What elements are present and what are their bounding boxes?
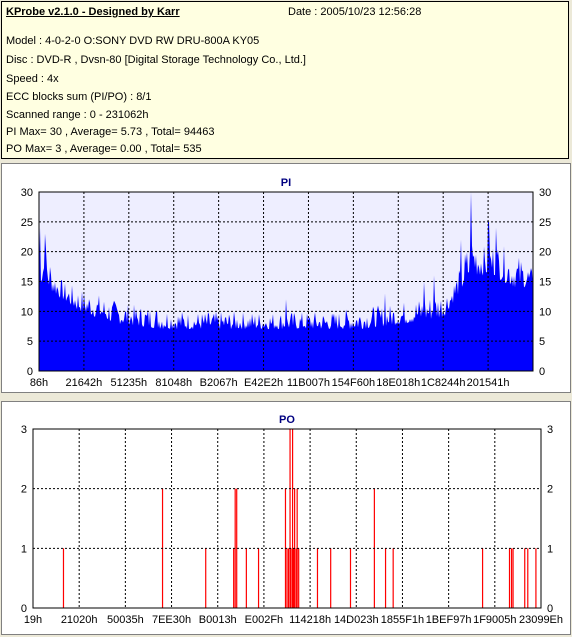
x-tick-label: 1BEF97h	[426, 614, 472, 626]
x-tick-label: 154F60h	[332, 377, 375, 389]
y-tick-label-left: 20	[21, 247, 33, 259]
x-tick-label: 86h	[30, 377, 48, 389]
pi-series-area	[39, 192, 533, 371]
y-tick-label-left: 30	[21, 187, 33, 199]
chart-title: PI	[281, 177, 291, 189]
x-tick-label: 23099Eh	[519, 614, 563, 626]
y-tick-label-right: 3	[547, 424, 553, 436]
x-tick-label: 21020h	[61, 614, 98, 626]
info-panel: KProbe v2.1.0 - Designed by Karr Date : …	[1, 1, 569, 159]
x-tick-label: 81048h	[155, 377, 192, 389]
ecc-line: ECC blocks sum (PI/PO) : 8/1	[6, 91, 152, 103]
y-tick-label-right: 0	[539, 366, 545, 378]
y-tick-label-left: 25	[21, 217, 33, 229]
x-tick-label: 114218h	[289, 614, 331, 626]
y-tick-label-left: 1	[21, 543, 27, 555]
x-tick-label: 51235h	[110, 377, 147, 389]
speed-line: Speed : 4x	[6, 73, 59, 85]
x-tick-label: 50035h	[107, 614, 144, 626]
y-tick-label-left: 15	[21, 277, 33, 289]
x-tick-label: 201541h	[467, 377, 510, 389]
y-tick-label-right: 1	[547, 543, 553, 555]
x-tick-label: 14D023h	[334, 614, 379, 626]
y-tick-label-left: 0	[27, 366, 33, 378]
x-tick-label: E002Fh	[245, 614, 284, 626]
x-tick-label: 19h	[24, 614, 42, 626]
y-tick-label-right: 2	[547, 484, 553, 496]
y-tick-label-right: 20	[539, 247, 551, 259]
x-tick-label: 7EE30h	[152, 614, 191, 626]
model-line: Model : 4-0-2-0 O:SONY DVD RW DRU-800A K…	[6, 35, 260, 47]
y-tick-label-right: 30	[539, 187, 551, 199]
chart-title: PO	[279, 414, 295, 426]
x-tick-label: 21642h	[66, 377, 103, 389]
pi-stats-line: PI Max= 30 , Average= 5.73 , Total= 9446…	[6, 126, 215, 138]
y-tick-label-left: 5	[27, 336, 33, 348]
y-tick-label-left: 2	[21, 484, 27, 496]
y-tick-label-right: 5	[539, 336, 545, 348]
pi-chart-panel: PI 0 0 5 5 10 10 15 15 20 20 25 25 30 30 86h 21642h 51235…	[1, 163, 571, 393]
pi-chart: PI 0 0 5 5 10 10 15 15 20 20 25 25 30 30 86h 21642h 51235…	[21, 177, 552, 389]
y-tick-label-right: 10	[539, 306, 551, 318]
y-tick-label-right: 15	[539, 277, 551, 289]
y-tick-label-left: 10	[21, 306, 33, 318]
y-tick-label-left: 0	[21, 603, 27, 615]
y-tick-label-right: 25	[539, 217, 551, 229]
range-line: Scanned range : 0 - 231062h	[6, 109, 149, 121]
x-tick-label: B0013h	[199, 614, 237, 626]
x-tick-label: B2067h	[200, 377, 238, 389]
plot-frame	[38, 191, 534, 372]
x-tick-label: 11B007h	[287, 377, 330, 389]
po-chart: PO 0 0 1 1 2 2 3 3 19h 21020h 50035h 7EE30h B0013h E00…	[21, 414, 563, 626]
disc-line: Disc : DVD-R , Dvsn-80 [Digital Storage …	[6, 54, 306, 66]
x-tick-label: 1F9005h	[473, 614, 516, 626]
scan-date: Date : 2005/10/23 12:56:28	[288, 6, 422, 18]
x-tick-label: 1855F1h	[381, 614, 424, 626]
po-stats-line: PO Max= 3 , Average= 0.00 , Total= 535	[6, 143, 202, 155]
plot-frame	[32, 428, 542, 609]
app-title: KProbe v2.1.0 - Designed by Karr	[6, 6, 180, 18]
y-tick-label-left: 3	[21, 424, 27, 436]
x-tick-label: 18E018h	[376, 377, 420, 389]
y-tick-label-right: 0	[547, 603, 553, 615]
x-tick-label: 1C8244h	[421, 377, 466, 389]
po-chart-panel: PO 0 0 1 1 2 2 3 3 19h 21020h 50035h 7EE30h B0013h E00…	[1, 401, 571, 635]
x-tick-label: E42E2h	[244, 377, 283, 389]
